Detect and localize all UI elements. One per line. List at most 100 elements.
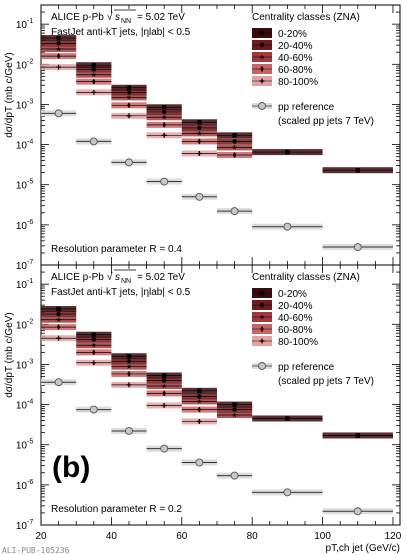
x-tick-label: 120 (385, 531, 402, 542)
data-point (56, 41, 61, 46)
y-tick-label: 10 (16, 521, 28, 532)
legend-marker (259, 42, 265, 48)
y-tick-label-exp: -7 (27, 519, 33, 526)
data-point (196, 151, 202, 156)
pp-point (195, 458, 204, 467)
y-tick-label: 10 (16, 401, 28, 412)
y-tick-label: 10 (16, 320, 28, 331)
y-tick-label-exp: -1 (27, 18, 33, 25)
data-point (161, 114, 167, 120)
data-point (56, 53, 61, 60)
data-point (161, 109, 167, 115)
y-tick-label: 10 (16, 100, 28, 111)
data-point (161, 383, 167, 389)
x-tick-label: 20 (35, 531, 47, 542)
y-axis-label: dσ/dpT (mb c/GeV) (4, 312, 15, 397)
y-tick-label-exp: -2 (27, 58, 33, 65)
legend-marker (259, 338, 265, 344)
x-tick-label: 40 (106, 531, 118, 542)
data-point (355, 433, 360, 438)
panel-bottom: 10-710-610-510-410-310-210 -1dσ/dpT (mb c… (4, 264, 401, 532)
data-point (162, 390, 166, 397)
sqrt-symbol: √ (107, 11, 113, 23)
data-point (197, 394, 202, 399)
data-point (127, 102, 131, 109)
legend-marker (259, 54, 265, 60)
data-point (231, 144, 238, 150)
panel-label: (b) (52, 451, 90, 484)
y-tick-label: 10 (16, 261, 28, 272)
data-point (126, 363, 132, 369)
legend-title: Centrality classes (ZNA) (252, 12, 360, 23)
legend-label: (scaled pp jets 7 TeV) (278, 376, 374, 387)
x-tick-label: 60 (176, 531, 188, 542)
pp-point (125, 158, 133, 167)
plot-frame (40, 264, 401, 526)
y-tick-label-exp: -2 (27, 318, 33, 325)
data-point (56, 35, 61, 41)
system-text: ALICE p-Pb (51, 12, 104, 23)
data-point (55, 316, 62, 322)
y-tick-label-exp: -3 (27, 358, 33, 365)
energy-text: = 5.02 TeV (137, 272, 185, 283)
legend-label: 60-80% (278, 325, 313, 336)
pp-point (125, 427, 133, 435)
data-point (161, 378, 167, 383)
data-point (196, 130, 202, 136)
legend-label: pp reference (278, 102, 335, 113)
data-point (126, 382, 132, 388)
data-point (126, 94, 132, 100)
legend-label: 40-60% (278, 53, 313, 64)
legend-marker (259, 290, 265, 296)
legend-marker (259, 78, 265, 84)
data-point (91, 360, 97, 366)
data-point (91, 89, 97, 95)
legend-marker (259, 30, 265, 36)
legend-label: (scaled pp jets 7 TeV) (278, 116, 374, 127)
data-point (91, 62, 96, 68)
data-point (127, 370, 131, 378)
pp-point (89, 137, 98, 146)
y-axis-label: dσ/dpT (mb c/GeV) (4, 52, 15, 137)
data-point (92, 78, 96, 85)
data-point (197, 120, 202, 125)
data-point (91, 67, 96, 72)
data-point (126, 90, 132, 95)
legend-label: 80-100% (278, 337, 318, 348)
y-tick-label-exp: -5 (27, 179, 33, 186)
y-tick-label: 10 (16, 221, 28, 232)
y-tick-label: 10 (16, 141, 28, 152)
data-point (232, 402, 237, 407)
x-tick-label: 80 (247, 531, 259, 542)
pp-point (353, 243, 362, 252)
data-point (232, 139, 237, 144)
data-point (56, 64, 62, 70)
data-point (56, 335, 62, 341)
data-point (285, 416, 290, 421)
figure-id: ALI-PUB-105236 (2, 546, 70, 555)
sqrt-s: s (115, 272, 120, 283)
y-tick-label-exp: -6 (27, 219, 33, 226)
legend-label: 80-100% (278, 77, 318, 88)
pp-point (195, 192, 204, 201)
data-point (126, 85, 132, 90)
legend-marker (258, 102, 266, 110)
data-point (232, 407, 237, 412)
y-tick-label: 10 (16, 280, 28, 291)
pp-point (89, 405, 98, 414)
sqrt-s: s (115, 12, 120, 23)
y-tick-label-exp: -7 (27, 259, 33, 266)
pp-point (160, 444, 169, 453)
y-tick-label-exp: -4 (27, 139, 33, 146)
data-point (196, 419, 202, 424)
energy-text: = 5.02 TeV (137, 12, 185, 23)
y-tick-label-exp: -4 (27, 399, 33, 406)
legend-label: 60-80% (278, 65, 313, 76)
data-point (126, 359, 132, 364)
legend-label: 20-40% (278, 301, 313, 312)
sqrt-nn: NN (121, 278, 131, 285)
data-point (91, 337, 96, 342)
data-point (56, 324, 61, 331)
data-point (355, 167, 360, 173)
